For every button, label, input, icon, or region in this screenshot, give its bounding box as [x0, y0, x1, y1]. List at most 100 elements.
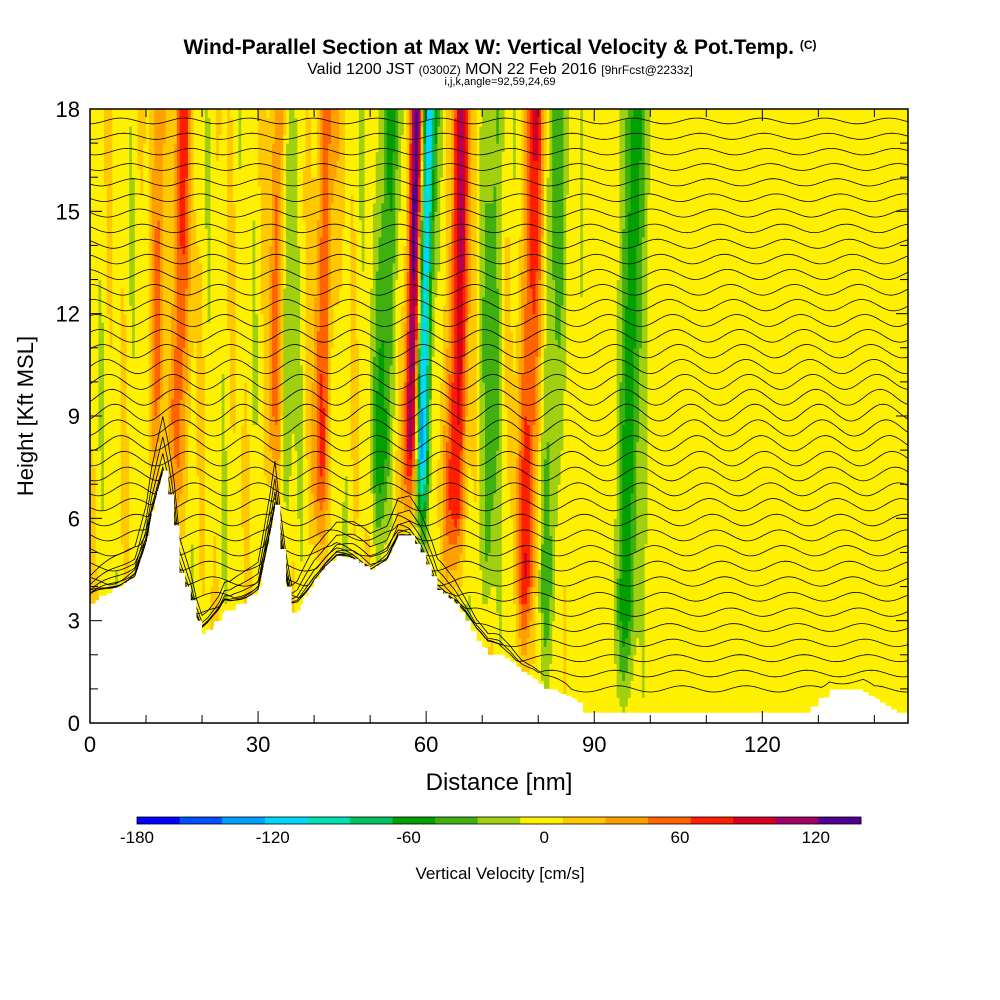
velocity-cell [288, 552, 293, 562]
velocity-cell [216, 177, 220, 187]
velocity-cell [188, 143, 192, 153]
velocity-cell [283, 339, 287, 349]
velocity-cell [252, 168, 256, 178]
velocity-cell [123, 339, 128, 349]
velocity-cell [291, 253, 296, 264]
velocity-cell [277, 424, 282, 434]
velocity-cell [235, 560, 240, 571]
velocity-cell [294, 501, 298, 511]
velocity-cell [216, 569, 220, 579]
velocity-cell [272, 305, 276, 315]
velocity-cell [333, 279, 338, 289]
velocity-cell [140, 501, 144, 511]
velocity-cell [238, 398, 242, 409]
velocity-cell [115, 526, 119, 536]
velocity-cell [280, 330, 284, 340]
velocity-cell [90, 416, 94, 426]
velocity-cell [328, 433, 332, 443]
velocity-cell [154, 305, 158, 315]
velocity-cell [146, 381, 150, 392]
velocity-cell [277, 484, 282, 494]
velocity-cell [92, 578, 97, 588]
velocity-cell [255, 305, 259, 315]
velocity-cell [118, 262, 122, 272]
velocity-cell [112, 526, 116, 536]
velocity-cell [140, 398, 144, 409]
velocity-cell [176, 151, 181, 161]
velocity-cell [241, 373, 245, 383]
velocity-cell [182, 219, 186, 229]
velocity-cell [286, 305, 290, 315]
velocity-cell [322, 450, 326, 460]
velocity-cell [280, 450, 284, 460]
velocity-cell [143, 450, 147, 460]
velocity-cell [277, 492, 282, 502]
velocity-cell [342, 398, 346, 409]
velocity-cell [260, 416, 265, 426]
velocity-cell [213, 313, 217, 323]
velocity-cell [185, 518, 189, 528]
velocity-cell [230, 236, 234, 247]
velocity-cell [104, 177, 108, 187]
velocity-cell [171, 441, 175, 451]
velocity-cell [291, 603, 296, 613]
velocity-cell [182, 143, 186, 153]
velocity-cell [148, 313, 153, 323]
velocity-cell [92, 467, 97, 477]
velocity-cell [216, 160, 220, 170]
velocity-cell [330, 228, 335, 238]
velocity-cell [176, 253, 181, 264]
velocity-cell [160, 441, 164, 451]
velocity-cell [126, 185, 130, 195]
velocity-cell [269, 390, 273, 400]
velocity-cell [221, 211, 226, 221]
velocity-cell [207, 177, 212, 187]
velocity-cell [95, 492, 99, 502]
velocity-cell [241, 381, 245, 392]
velocity-cell [123, 126, 128, 136]
velocity-cell [316, 467, 321, 477]
velocity-cell [288, 364, 293, 374]
velocity-cell [258, 450, 262, 460]
velocity-cell [308, 467, 312, 477]
velocity-cell [322, 253, 326, 264]
velocity-cell [252, 330, 256, 340]
velocity-cell [109, 373, 114, 383]
velocity-cell [305, 109, 310, 119]
velocity-cell [218, 177, 223, 187]
velocity-cell [333, 160, 338, 170]
velocity-cell [302, 322, 307, 332]
velocity-cell [232, 424, 237, 434]
velocity-cell [316, 194, 321, 204]
velocity-cell [95, 219, 99, 229]
velocity-cell [342, 450, 346, 460]
velocity-cell [162, 407, 167, 417]
velocity-cell [179, 245, 184, 255]
velocity-cell [143, 339, 147, 349]
velocity-cell [238, 492, 242, 502]
velocity-cell [98, 416, 102, 426]
velocity-cell [204, 160, 209, 170]
velocity-cell [294, 185, 298, 195]
velocity-cell [210, 236, 214, 247]
velocity-cell [322, 211, 326, 221]
velocity-cell [109, 458, 114, 468]
velocity-cell [90, 288, 94, 298]
velocity-cell [283, 416, 287, 426]
velocity-cell [238, 305, 242, 315]
velocity-cell [297, 484, 301, 494]
velocity-cell [162, 228, 167, 238]
velocity-cell [277, 305, 282, 315]
velocity-cell [294, 151, 298, 161]
velocity-cell [134, 194, 139, 204]
velocity-cell [252, 398, 256, 409]
velocity-cell [325, 330, 329, 340]
velocity-cell [146, 433, 150, 443]
velocity-cell [246, 202, 251, 212]
velocity-cell [188, 202, 192, 212]
velocity-cell [213, 569, 217, 579]
velocity-cell [101, 441, 105, 451]
velocity-cell [129, 339, 133, 349]
velocity-cell [266, 433, 270, 443]
velocity-cell [140, 279, 144, 289]
